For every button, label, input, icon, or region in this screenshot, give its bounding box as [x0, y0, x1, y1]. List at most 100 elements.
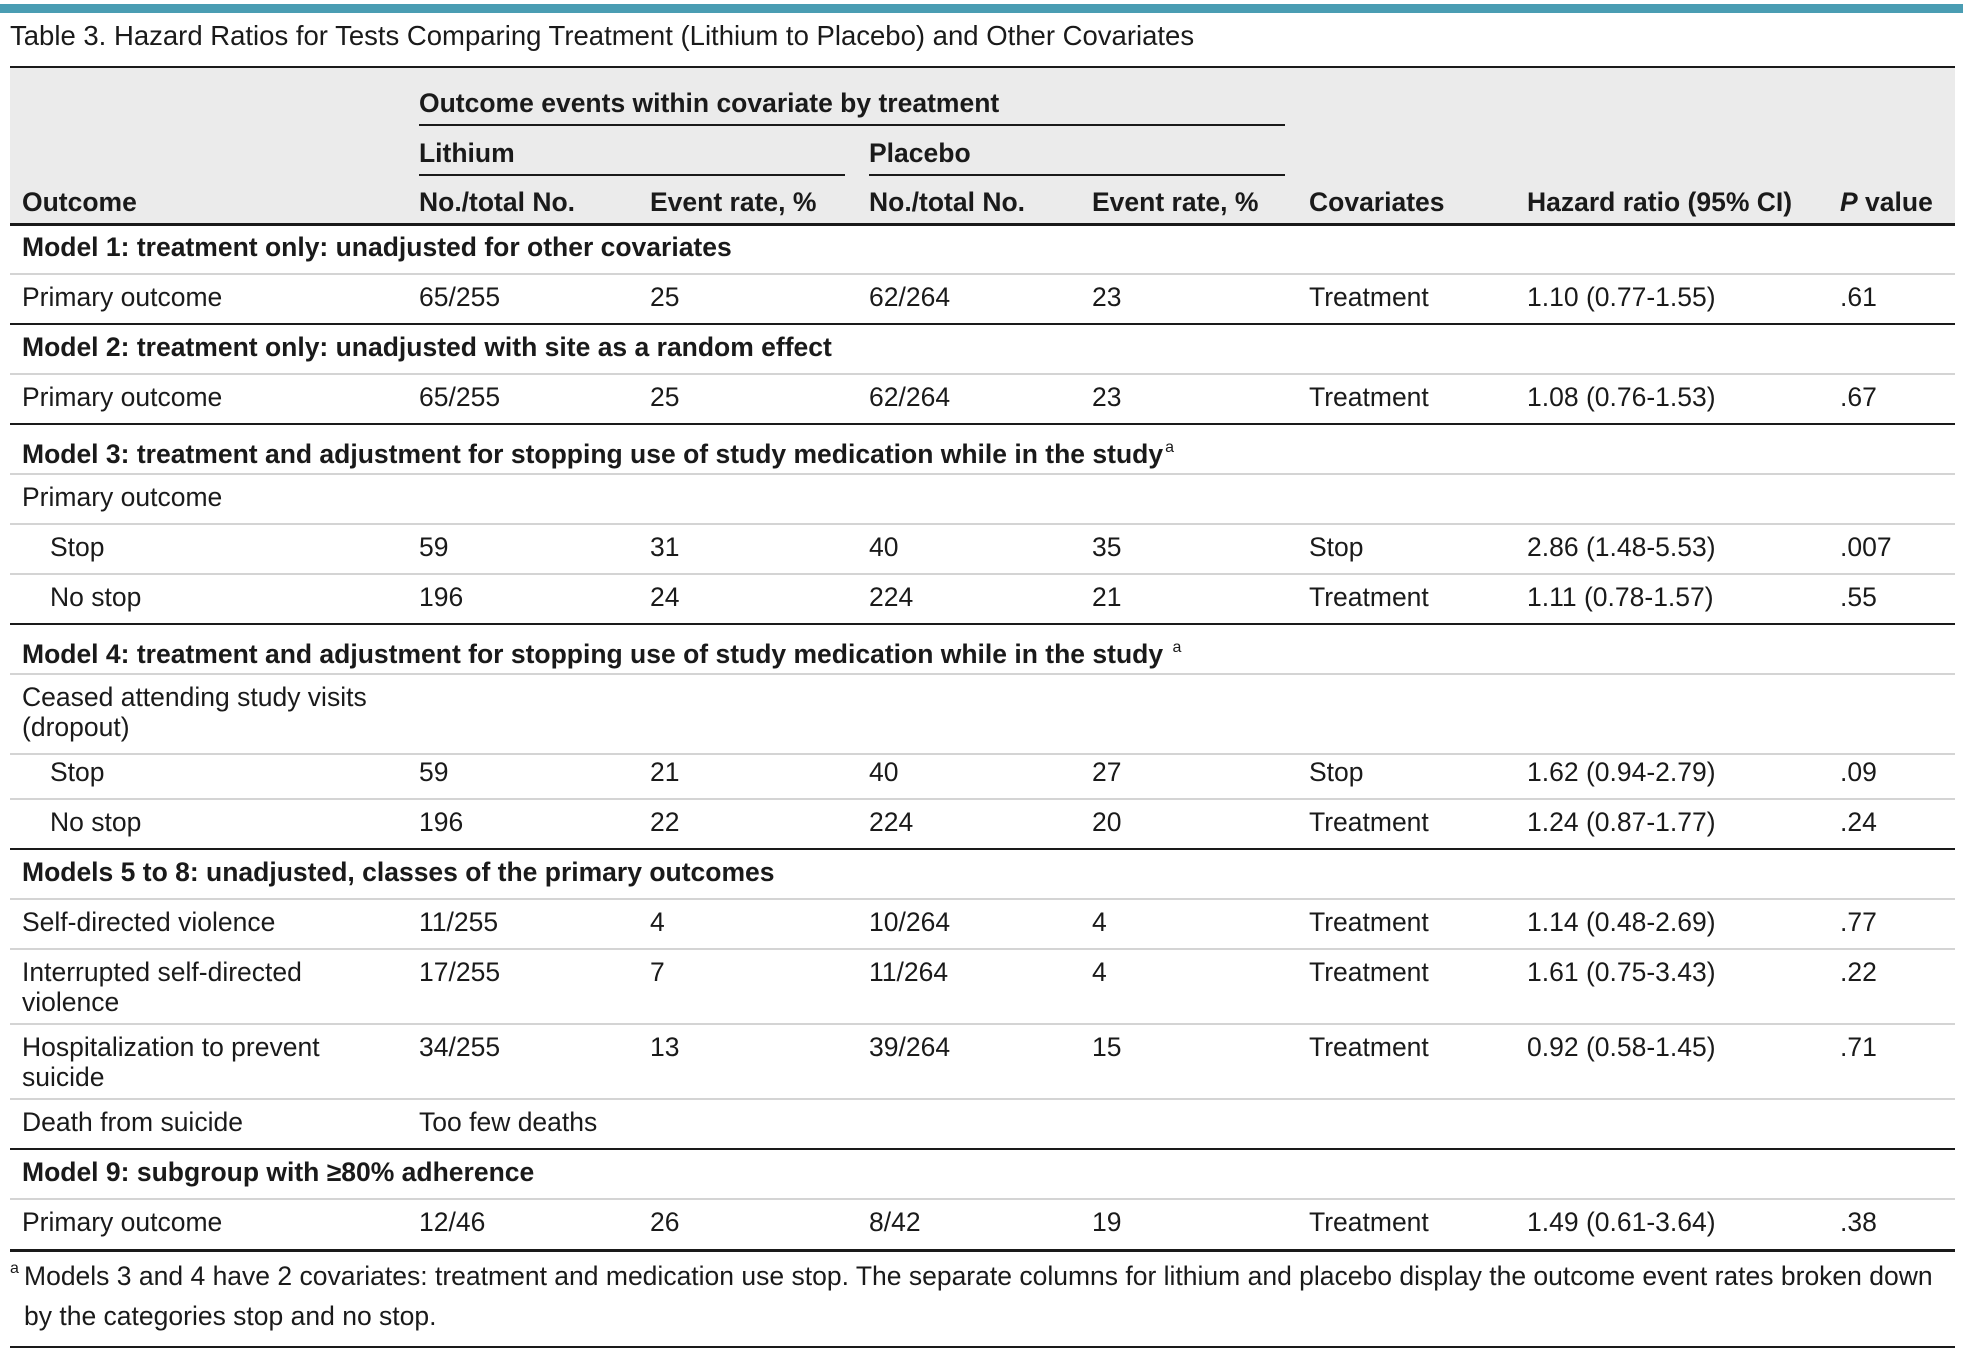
- model-9-heading: Model 9: subgroup with ≥80% adherence: [22, 1157, 535, 1187]
- placebo-no-cell: 8/42: [869, 1207, 921, 1237]
- placebo-rate-cell: 23: [1092, 282, 1122, 312]
- header-placebo: Placebo: [869, 138, 971, 168]
- covariate-cell: Stop: [1309, 757, 1364, 787]
- lithium-no-cell: 17/255: [419, 957, 501, 987]
- covariate-cell: Stop: [1309, 532, 1364, 562]
- header-placebo-rate: Event rate, %: [1092, 187, 1259, 217]
- placebo-rate-cell: 4: [1092, 957, 1107, 987]
- lithium-rate-cell: 21: [650, 757, 680, 787]
- row-label: Ceased attending study visits: [22, 682, 367, 712]
- footnote-line-2: by the categories stop and no stop.: [24, 1301, 437, 1331]
- p-value-cell: .77: [1840, 907, 1877, 937]
- covariate-cell: Treatment: [1309, 1207, 1429, 1237]
- model-rule: [10, 323, 1955, 325]
- row-label: Primary outcome: [22, 1207, 223, 1237]
- lithium-rate-cell: 7: [650, 957, 665, 987]
- placebo-no-cell: 40: [869, 757, 899, 787]
- footnote-marker: a: [1172, 639, 1182, 656]
- hazard-ratio-cell: 1.24 (0.87-1.77): [1527, 807, 1716, 837]
- placebo-rate-cell: 15: [1092, 1032, 1122, 1062]
- lithium-no-cell: Too few deaths: [419, 1107, 598, 1137]
- placebo-no-cell: 10/264: [869, 907, 951, 937]
- model-rule: [10, 848, 1955, 850]
- model-2-heading: Model 2: treatment only: unadjusted with…: [22, 332, 832, 362]
- header-shade: [10, 68, 1955, 224]
- lithium-no-cell: 196: [419, 807, 464, 837]
- p-value-cell: .007: [1840, 532, 1892, 562]
- row-label-continued: (dropout): [22, 712, 130, 742]
- hazard-ratio-cell: 1.10 (0.77-1.55): [1527, 282, 1716, 312]
- row-label: Stop: [50, 532, 105, 562]
- lithium-no-cell: 12/46: [419, 1207, 486, 1237]
- row-label-continued: violence: [22, 987, 120, 1017]
- placebo-rate-cell: 21: [1092, 582, 1122, 612]
- covariate-cell: Treatment: [1309, 582, 1429, 612]
- lithium-no-cell: 196: [419, 582, 464, 612]
- header-outcome: Outcome: [22, 187, 137, 217]
- placebo-no-cell: 11/264: [869, 957, 949, 987]
- lithium-no-cell: 59: [419, 532, 449, 562]
- footnote-bottom-rule: [10, 1346, 1955, 1348]
- title-rule: [10, 66, 1955, 68]
- hazard-ratio-cell: 2.86 (1.48-5.53): [1527, 532, 1716, 562]
- row-divider: [10, 673, 1955, 675]
- lithium-no-cell: 59: [419, 757, 449, 787]
- header-lithium-no: No./total No.: [419, 187, 576, 217]
- hazard-ratio-cell: 1.49 (0.61-3.64): [1527, 1207, 1716, 1237]
- placebo-no-cell: 224: [869, 582, 914, 612]
- model-rule: [10, 623, 1955, 625]
- header-lithium-rate: Event rate, %: [650, 187, 817, 217]
- placebo-rate-cell: 19: [1092, 1207, 1122, 1237]
- row-divider: [10, 1098, 1955, 1100]
- lithium-no-cell: 11/255: [419, 907, 499, 937]
- p-value-cell: .24: [1840, 807, 1877, 837]
- covariate-cell: Treatment: [1309, 957, 1429, 987]
- model-rule: [10, 423, 1955, 425]
- placebo-rate-cell: 23: [1092, 382, 1122, 412]
- lithium-rate-cell: 13: [650, 1032, 680, 1062]
- covariate-cell: Treatment: [1309, 907, 1429, 937]
- p-value-cell: .55: [1840, 582, 1877, 612]
- row-label: Stop: [50, 757, 105, 787]
- row-divider: [10, 473, 1955, 475]
- covariate-cell: Treatment: [1309, 1032, 1429, 1062]
- row-label: Self-directed violence: [22, 907, 276, 937]
- placebo-rate-cell: 20: [1092, 807, 1122, 837]
- covariate-cell: Treatment: [1309, 807, 1429, 837]
- table-title: Table 3. Hazard Ratios for Tests Compari…: [10, 20, 1195, 51]
- footnote-line-1: Models 3 and 4 have 2 covariates: treatm…: [24, 1261, 1933, 1291]
- placebo-rate-cell: 35: [1092, 532, 1122, 562]
- row-divider: [10, 1198, 1955, 1200]
- header-hazard-ratio: Hazard ratio (95% CI): [1527, 187, 1793, 217]
- placebo-rate-cell: 27: [1092, 757, 1122, 787]
- hazard-ratio-cell: 1.08 (0.76-1.53): [1527, 382, 1716, 412]
- header-lithium-rule: [419, 174, 845, 176]
- table-bottom-rule: [10, 1249, 1955, 1252]
- lithium-no-cell: 65/255: [419, 282, 501, 312]
- model-3-heading: Model 3: treatment and adjustment for st…: [22, 432, 1174, 470]
- row-label: No stop: [50, 807, 142, 837]
- row-divider: [10, 573, 1955, 575]
- footnote-marker: a: [1165, 439, 1174, 456]
- hazard-ratio-cell: 1.61 (0.75-3.43): [1527, 957, 1716, 987]
- placebo-rate-cell: 4: [1092, 907, 1107, 937]
- row-divider: [10, 523, 1955, 525]
- lithium-rate-cell: 24: [650, 582, 680, 612]
- p-value-cell: .67: [1840, 382, 1877, 412]
- model-1-heading: Model 1: treatment only: unadjusted for …: [22, 232, 732, 262]
- covariate-cell: Treatment: [1309, 282, 1429, 312]
- row-label: Hospitalization to prevent: [22, 1032, 320, 1062]
- placebo-no-cell: 39/264: [869, 1032, 951, 1062]
- row-label: Primary outcome: [22, 382, 223, 412]
- hazard-ratio-cell: 1.62 (0.94-2.79): [1527, 757, 1716, 787]
- accent-bar: [0, 4, 1963, 13]
- header-group-rule: [419, 124, 1285, 126]
- row-label-continued: suicide: [22, 1062, 105, 1092]
- row-divider: [10, 373, 1955, 375]
- header-group: Outcome events within covariate by treat…: [419, 88, 1000, 118]
- header-covariates: Covariates: [1309, 187, 1445, 217]
- model-4-heading: Model 4: treatment and adjustment for st…: [22, 632, 1181, 670]
- hazard-ratio-cell: 0.92 (0.58-1.45): [1527, 1032, 1716, 1062]
- p-value-cell: .38: [1840, 1207, 1877, 1237]
- p-value-cell: .61: [1840, 282, 1877, 312]
